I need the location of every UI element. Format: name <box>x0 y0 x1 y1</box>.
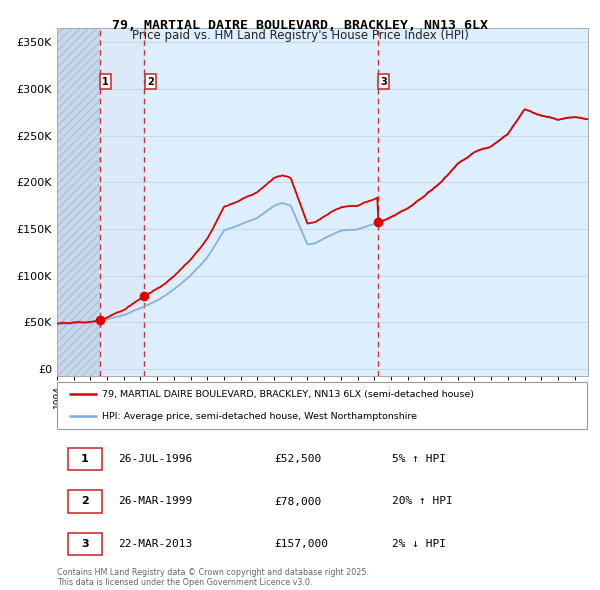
Text: 2: 2 <box>81 497 89 506</box>
Text: £157,000: £157,000 <box>275 539 329 549</box>
Text: £78,000: £78,000 <box>275 497 322 506</box>
Text: Contains HM Land Registry data © Crown copyright and database right 2025.
This d: Contains HM Land Registry data © Crown c… <box>57 568 369 587</box>
Text: 2% ↓ HPI: 2% ↓ HPI <box>392 539 446 549</box>
Text: £52,500: £52,500 <box>275 454 322 464</box>
Bar <box>57 28 100 376</box>
Text: 79, MARTIAL DAIRE BOULEVARD, BRACKLEY, NN13 6LX (semi-detached house): 79, MARTIAL DAIRE BOULEVARD, BRACKLEY, N… <box>102 390 474 399</box>
Text: 3: 3 <box>81 539 89 549</box>
Bar <box>57 28 100 376</box>
Text: 22-MAR-2013: 22-MAR-2013 <box>118 539 193 549</box>
Bar <box>100 28 145 376</box>
FancyBboxPatch shape <box>68 533 102 555</box>
Text: 3: 3 <box>380 77 387 87</box>
Text: 79, MARTIAL DAIRE BOULEVARD, BRACKLEY, NN13 6LX: 79, MARTIAL DAIRE BOULEVARD, BRACKLEY, N… <box>112 19 488 32</box>
Text: HPI: Average price, semi-detached house, West Northamptonshire: HPI: Average price, semi-detached house,… <box>102 412 417 421</box>
FancyBboxPatch shape <box>57 382 587 428</box>
Text: 26-JUL-1996: 26-JUL-1996 <box>118 454 193 464</box>
Text: 26-MAR-1999: 26-MAR-1999 <box>118 497 193 506</box>
FancyBboxPatch shape <box>68 448 102 470</box>
Text: 1: 1 <box>81 454 89 464</box>
Text: 1: 1 <box>103 77 109 87</box>
Text: 5% ↑ HPI: 5% ↑ HPI <box>392 454 446 464</box>
Text: Price paid vs. HM Land Registry's House Price Index (HPI): Price paid vs. HM Land Registry's House … <box>131 30 469 42</box>
Text: 20% ↑ HPI: 20% ↑ HPI <box>392 497 452 506</box>
Text: 2: 2 <box>147 77 154 87</box>
FancyBboxPatch shape <box>68 490 102 513</box>
